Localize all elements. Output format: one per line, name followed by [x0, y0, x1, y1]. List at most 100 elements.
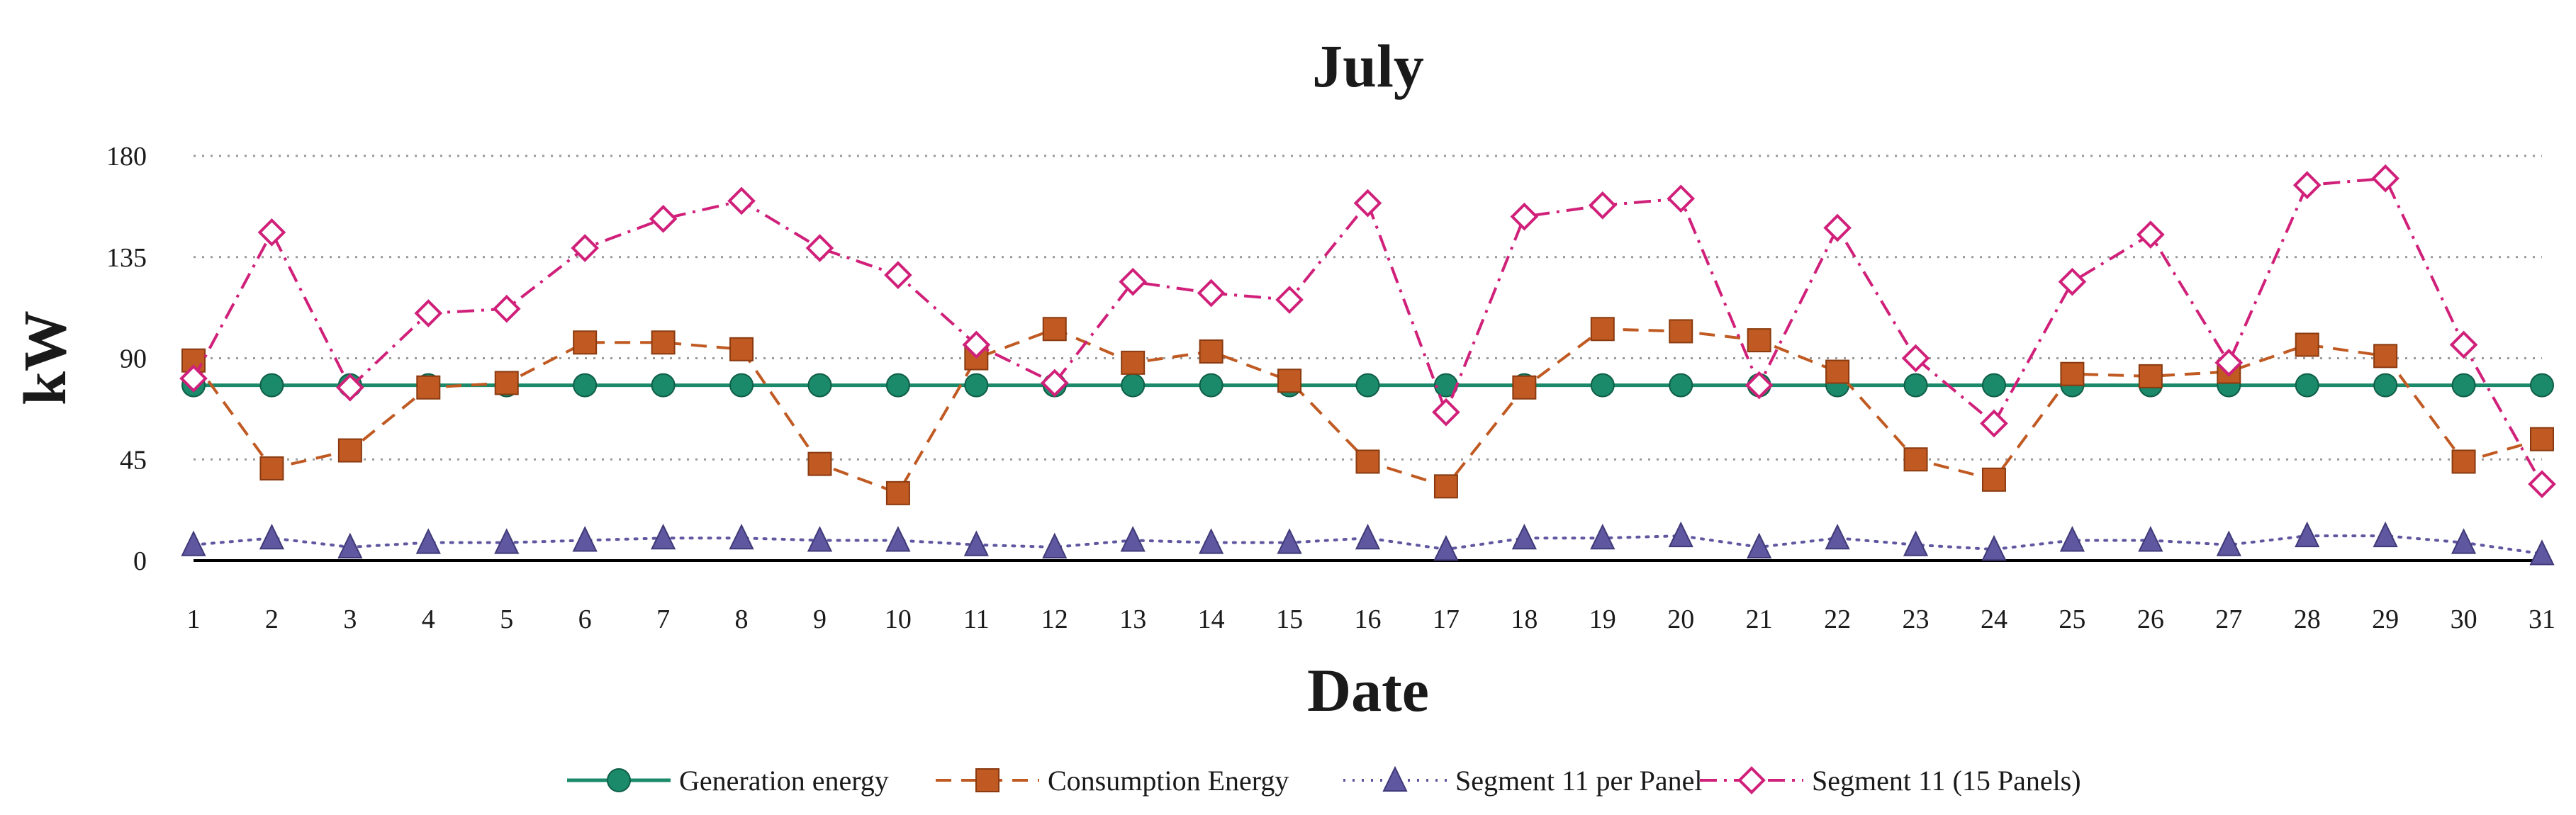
data-point	[651, 373, 676, 398]
data-point	[1277, 528, 1302, 554]
x-tick-label: 26	[2137, 605, 2164, 634]
data-point	[1590, 523, 1615, 550]
data-point	[2530, 427, 2554, 451]
data-point	[2451, 528, 2477, 554]
data-point	[2137, 220, 2165, 249]
data-point	[259, 456, 284, 480]
data-point	[492, 294, 521, 323]
data-point	[2451, 449, 2476, 474]
data-point	[494, 528, 520, 554]
x-tick-label: 15	[1276, 605, 1303, 634]
x-tick-label: 27	[2215, 605, 2242, 634]
x-tick-label: 16	[1355, 605, 1382, 634]
data-point	[1042, 532, 1068, 558]
data-point	[885, 480, 910, 505]
data-point	[1590, 373, 1615, 398]
data-point	[573, 373, 598, 398]
data-point	[1510, 202, 1539, 231]
data-point	[651, 330, 676, 355]
legend: Generation energy Consumption Energy Segme…	[567, 765, 2081, 797]
data-point	[2451, 373, 2476, 398]
data-point	[179, 364, 208, 393]
data-point	[414, 299, 443, 327]
data-point	[2059, 526, 2085, 552]
data-point	[1669, 319, 1693, 344]
data-point	[1511, 523, 1537, 550]
data-point	[962, 330, 991, 359]
data-point	[494, 371, 519, 395]
x-tick-label: 30	[2451, 605, 2477, 634]
x-tick-label: 12	[1041, 605, 1068, 634]
data-point	[963, 530, 989, 556]
x-axis-label: Date	[1307, 656, 1429, 724]
x-tick-label: 8	[735, 605, 749, 634]
series-1	[181, 317, 2554, 505]
chart-title: July	[1312, 32, 1424, 100]
legend-marker	[1737, 766, 1766, 794]
data-point	[1120, 526, 1146, 552]
x-tick-label: 1	[187, 605, 201, 634]
data-point	[729, 523, 754, 550]
data-point	[807, 526, 833, 552]
data-point	[337, 438, 362, 463]
legend-label: Generation energy	[679, 765, 889, 797]
x-tick-label: 7	[656, 605, 670, 634]
data-point	[2058, 267, 2087, 296]
data-point	[1825, 523, 1850, 550]
y-tick-label: 45	[120, 445, 147, 475]
x-tick-label: 9	[813, 605, 827, 634]
data-point	[1903, 530, 1929, 556]
data-point	[416, 375, 441, 400]
data-point	[1745, 371, 1774, 400]
data-point	[2214, 349, 2244, 377]
legend-item: Segment 11 per Panel	[1343, 765, 1702, 797]
data-point	[964, 373, 989, 398]
data-point	[1432, 398, 1460, 427]
x-tick-label: 24	[1981, 605, 2007, 634]
x-tick-label: 22	[1824, 605, 1851, 634]
data-point	[884, 261, 912, 289]
data-point	[2449, 330, 2478, 359]
y-tick-label: 135	[106, 243, 147, 273]
y-axis-label: kW	[11, 310, 79, 405]
x-tick-label: 17	[1433, 605, 1460, 634]
data-point	[1121, 350, 1146, 375]
data-point	[2295, 373, 2319, 398]
data-point	[885, 526, 911, 552]
data-point	[1040, 369, 1069, 398]
data-point	[1901, 344, 1930, 373]
x-tick-label: 21	[1746, 605, 1773, 634]
data-point	[2292, 171, 2322, 200]
data-point	[1433, 534, 1459, 561]
series-line	[192, 176, 2543, 485]
data-point	[1199, 528, 1224, 554]
data-point	[1199, 373, 1223, 398]
data-point	[2373, 521, 2398, 548]
x-tick-label: 4	[422, 605, 435, 634]
data-point	[1588, 191, 1617, 220]
legend-item: Consumption Energy	[936, 765, 1289, 797]
x-tick-label: 3	[343, 605, 357, 634]
data-point	[729, 337, 754, 361]
data-point	[573, 330, 598, 355]
data-point	[2295, 521, 2320, 548]
x-tick-label: 6	[578, 605, 592, 634]
legend-label: Segment 11 (15 Panels)	[1812, 765, 2081, 797]
data-point	[572, 526, 598, 552]
x-tick-label: 28	[2294, 605, 2321, 634]
data-point	[649, 204, 678, 233]
series-layer	[179, 164, 2556, 566]
data-point	[807, 451, 832, 476]
data-point	[259, 373, 284, 398]
data-point	[2138, 364, 2163, 388]
legend-label: Segment 11 per Panel	[1455, 765, 1702, 797]
x-tick-label: 11	[963, 605, 990, 634]
x-tick-label: 10	[885, 605, 912, 634]
legend-marker	[607, 768, 631, 792]
data-point	[885, 373, 910, 398]
data-point	[1355, 523, 1381, 550]
series-2	[181, 521, 2555, 566]
data-point	[257, 218, 286, 247]
x-tick-label: 5	[500, 605, 513, 634]
